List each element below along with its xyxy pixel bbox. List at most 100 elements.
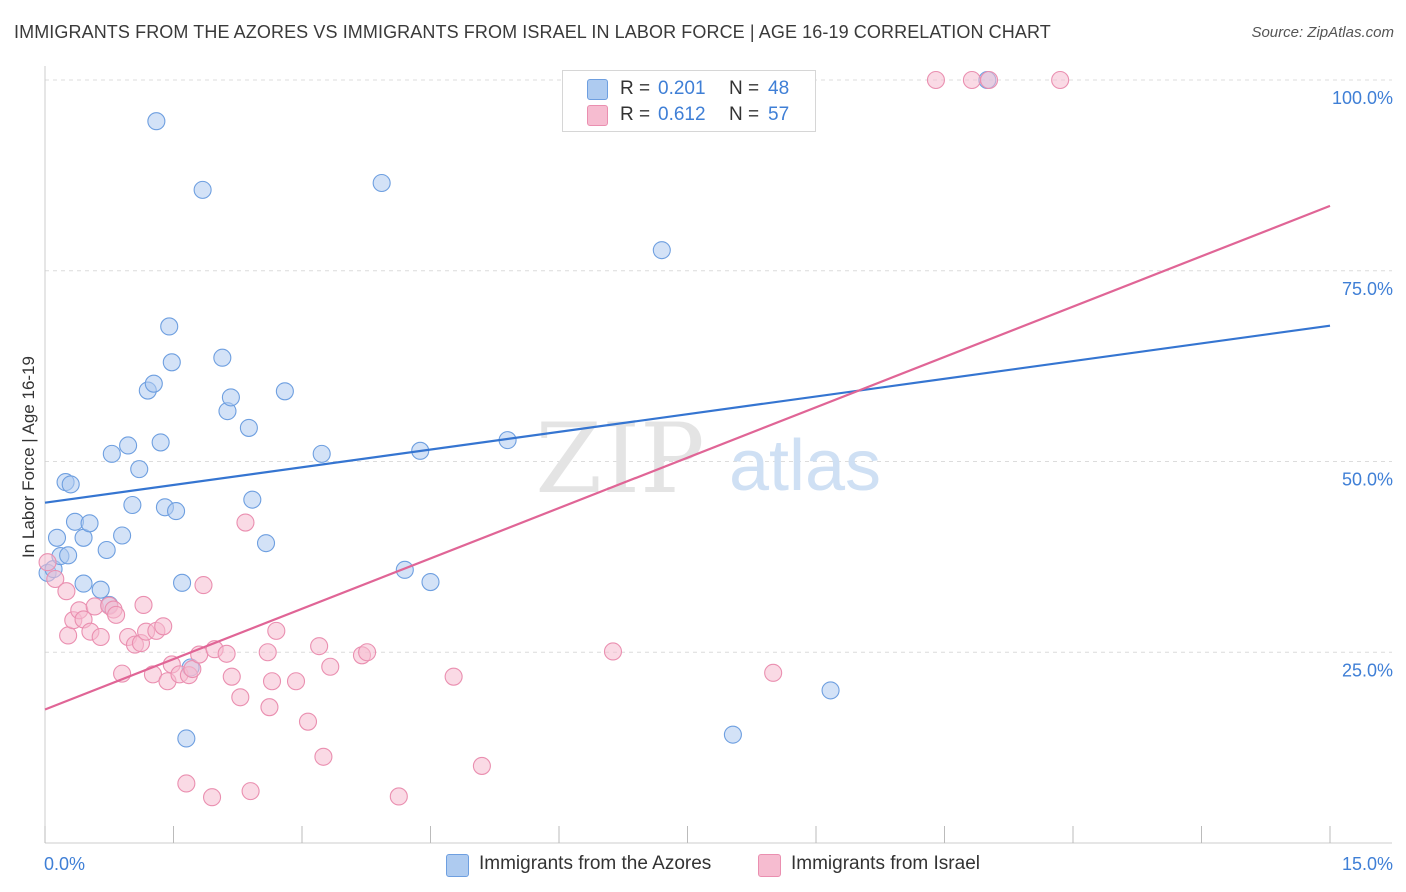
legend-n-label-azores: N = <box>729 78 760 99</box>
point-israel <box>764 663 783 682</box>
point-israel <box>91 627 110 647</box>
point-israel <box>314 747 333 766</box>
point-israel <box>472 756 491 775</box>
source-label: Source: ZipAtlas.com <box>1251 24 1394 41</box>
point-azores <box>312 444 331 463</box>
point-azores <box>91 580 110 599</box>
legend-swatch-azores <box>587 79 608 100</box>
bottom-legend-swatch-azores <box>446 854 469 877</box>
point-azores <box>395 560 414 579</box>
point-azores <box>61 475 80 494</box>
point-israel <box>222 667 241 686</box>
point-azores <box>421 573 440 592</box>
point-israel <box>262 672 282 691</box>
point-israel <box>38 553 57 572</box>
x-tick-label-max: 15.0% <box>1342 854 1393 874</box>
gridlines <box>45 79 1392 653</box>
y-tick-label: 75.0% <box>1342 279 1393 299</box>
point-azores <box>239 418 258 437</box>
series-points-azores <box>38 70 997 748</box>
y-tick-label: 100.0% <box>1332 88 1393 108</box>
bottom-legend-swatch-israel <box>758 854 781 877</box>
point-azores <box>193 180 212 199</box>
point-israel <box>107 605 126 624</box>
trend-lines <box>44 204 1331 711</box>
point-israel <box>603 642 623 661</box>
bottom-legend-label-israel: Immigrants from Israel <box>791 853 980 874</box>
point-israel <box>444 667 463 686</box>
point-israel <box>134 595 153 614</box>
legend-r-label-azores: R = <box>620 78 651 99</box>
watermark-atlas: atlas <box>729 426 881 506</box>
point-israel <box>46 569 65 589</box>
legend-swatch-israel <box>587 105 608 126</box>
point-azores <box>160 317 179 336</box>
point-israel <box>286 672 306 691</box>
tick-labels: 25.0% 50.0% 75.0% 100.0% 0.0% 15.0% <box>44 88 1393 874</box>
point-azores <box>177 729 196 748</box>
point-azores <box>147 112 166 131</box>
point-israel <box>57 582 76 601</box>
point-azores <box>173 573 192 592</box>
legend-r-value-azores: 0.201 <box>658 78 706 99</box>
legend-n-value-israel: 57 <box>768 104 790 125</box>
point-azores <box>113 526 132 545</box>
y-axis-title: In Labor Force | Age 16-19 <box>19 356 38 558</box>
point-azores <box>130 460 149 479</box>
point-israel <box>321 657 340 676</box>
x-tick-label-min: 0.0% <box>44 854 85 874</box>
point-azores <box>821 681 840 700</box>
point-azores <box>74 574 93 593</box>
data-points <box>38 70 1070 807</box>
point-israel <box>310 637 329 656</box>
trend-line-israel <box>44 204 1331 711</box>
point-israel <box>59 626 78 645</box>
axes <box>44 66 1392 844</box>
point-azores <box>123 495 142 515</box>
trend-line-azores <box>44 324 1331 504</box>
point-azores <box>167 502 186 521</box>
point-azores <box>275 382 294 401</box>
point-israel <box>183 659 202 679</box>
point-azores <box>723 725 742 744</box>
point-israel <box>926 70 945 90</box>
point-israel <box>389 787 408 806</box>
point-israel <box>143 665 162 684</box>
watermark: ZIP atlas <box>535 403 881 515</box>
point-israel <box>267 621 286 640</box>
point-israel <box>258 643 277 662</box>
point-israel <box>231 688 250 707</box>
point-azores <box>162 353 181 372</box>
point-israel <box>1051 70 1070 90</box>
point-azores <box>119 436 138 455</box>
series-points-israel <box>38 70 1070 807</box>
point-israel <box>962 70 981 90</box>
bottom-legend-label-azores: Immigrants from the Azores <box>479 853 712 874</box>
point-israel <box>358 643 377 662</box>
point-azores <box>213 348 232 367</box>
point-azores <box>47 528 67 547</box>
point-israel <box>203 788 222 807</box>
point-azores <box>80 514 99 533</box>
y-tick-label: 50.0% <box>1342 470 1393 490</box>
chart-title: IMMIGRANTS FROM THE AZORES VS IMMIGRANTS… <box>14 22 1051 42</box>
correlation-legend: R = 0.201 N = 48 R = 0.612 N = 57 <box>562 70 816 132</box>
point-azores <box>102 444 121 463</box>
point-israel <box>177 774 196 793</box>
legend-r-value-israel: 0.612 <box>658 104 706 125</box>
point-azores <box>97 540 116 560</box>
point-azores <box>151 433 170 452</box>
point-azores <box>256 534 276 553</box>
point-israel <box>194 576 213 595</box>
legend-n-label-israel: N = <box>729 104 760 125</box>
watermark-zip: ZIP <box>535 403 704 515</box>
point-azores <box>243 490 262 509</box>
point-azores <box>372 173 391 193</box>
point-israel <box>260 698 279 717</box>
point-azores <box>221 388 240 407</box>
y-tick-label: 25.0% <box>1342 660 1393 680</box>
point-israel <box>298 712 318 731</box>
point-azores <box>144 374 163 393</box>
point-israel <box>241 782 260 801</box>
